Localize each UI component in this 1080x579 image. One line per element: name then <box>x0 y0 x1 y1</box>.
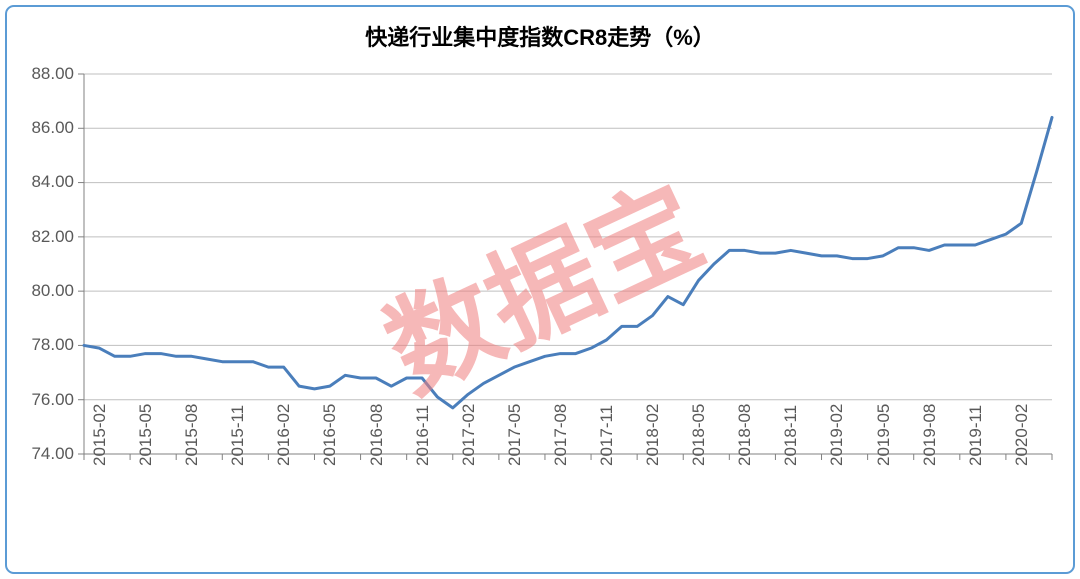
y-axis-tick-label: 82.00 <box>31 227 74 247</box>
x-axis-tick-label: 2015-02 <box>90 404 110 466</box>
x-axis-tick-label: 2017-08 <box>551 404 571 466</box>
chart-title: 快递行业集中度指数CR8走势（%） <box>0 20 1080 52</box>
x-axis-tick-label: 2015-11 <box>228 405 248 466</box>
x-axis-tick-label: 2018-05 <box>689 404 709 466</box>
x-axis-tick-label: 2018-08 <box>735 404 755 466</box>
x-axis-tick-label: 2016-11 <box>413 405 433 466</box>
x-axis-tick-label: 2016-08 <box>367 404 387 466</box>
x-axis-tick-label: 2018-11 <box>781 405 801 466</box>
x-axis-tick-label: 2019-02 <box>827 404 847 466</box>
x-axis-tick-label: 2017-11 <box>597 405 617 466</box>
x-axis-tick-label: 2018-02 <box>643 404 663 466</box>
x-axis-tick-label: 2017-02 <box>459 404 479 466</box>
y-axis-tick-label: 84.00 <box>31 172 74 192</box>
chart-svg <box>0 0 1080 579</box>
chart-container: 快递行业集中度指数CR8走势（%） 数据宝 74.0076.0078.0080.… <box>0 0 1080 579</box>
y-axis-tick-label: 76.00 <box>31 390 74 410</box>
x-axis-tick-label: 2015-08 <box>182 404 202 466</box>
y-axis-tick-label: 80.00 <box>31 281 74 301</box>
x-axis-tick-label: 2016-02 <box>274 404 294 466</box>
x-axis-tick-label: 2015-05 <box>136 404 156 466</box>
y-axis-tick-label: 86.00 <box>31 118 74 138</box>
x-axis-tick-label: 2019-05 <box>874 404 894 466</box>
y-axis-tick-label: 88.00 <box>31 64 74 84</box>
x-axis-tick-label: 2019-08 <box>920 404 940 466</box>
y-axis-tick-label: 74.00 <box>31 444 74 464</box>
y-axis-tick-label: 78.00 <box>31 335 74 355</box>
x-axis-tick-label: 2017-05 <box>505 404 525 466</box>
x-axis-tick-label: 2016-05 <box>320 404 340 466</box>
x-axis-tick-label: 2019-11 <box>966 405 986 466</box>
x-axis-tick-label: 2020-02 <box>1012 404 1032 466</box>
